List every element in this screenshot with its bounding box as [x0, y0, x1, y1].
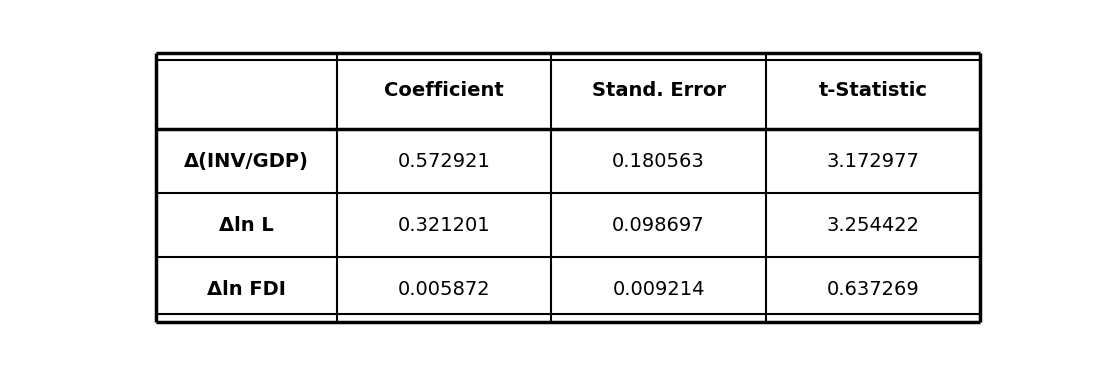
Text: 0.180563: 0.180563: [612, 151, 705, 171]
Text: Coefficient: Coefficient: [384, 82, 504, 101]
Text: 0.321201: 0.321201: [398, 216, 491, 235]
Bar: [552, 129, 766, 193]
Text: 0.572921: 0.572921: [398, 151, 491, 171]
Bar: [155, 53, 337, 129]
Bar: [766, 129, 981, 193]
Text: 3.172977: 3.172977: [827, 151, 920, 171]
Bar: [337, 53, 552, 129]
Text: Δln FDI: Δln FDI: [207, 280, 286, 299]
Text: Δ(INV/GDP): Δ(INV/GDP): [184, 151, 309, 171]
Bar: [337, 257, 552, 322]
Bar: [337, 129, 552, 193]
Text: 3.254422: 3.254422: [827, 216, 920, 235]
Bar: [552, 53, 766, 129]
Text: t-Statistic: t-Statistic: [819, 82, 927, 101]
Text: Δln L: Δln L: [219, 216, 274, 235]
Text: 0.098697: 0.098697: [613, 216, 705, 235]
Text: Stand. Error: Stand. Error: [592, 82, 726, 101]
Bar: [155, 129, 337, 193]
Text: 0.005872: 0.005872: [398, 280, 491, 299]
Bar: [552, 193, 766, 257]
Bar: [552, 257, 766, 322]
Text: 0.009214: 0.009214: [613, 280, 705, 299]
Bar: [155, 257, 337, 322]
Text: 0.637269: 0.637269: [827, 280, 920, 299]
Bar: [155, 193, 337, 257]
Bar: [766, 257, 981, 322]
Bar: [337, 193, 552, 257]
Bar: [766, 193, 981, 257]
Bar: [766, 53, 981, 129]
